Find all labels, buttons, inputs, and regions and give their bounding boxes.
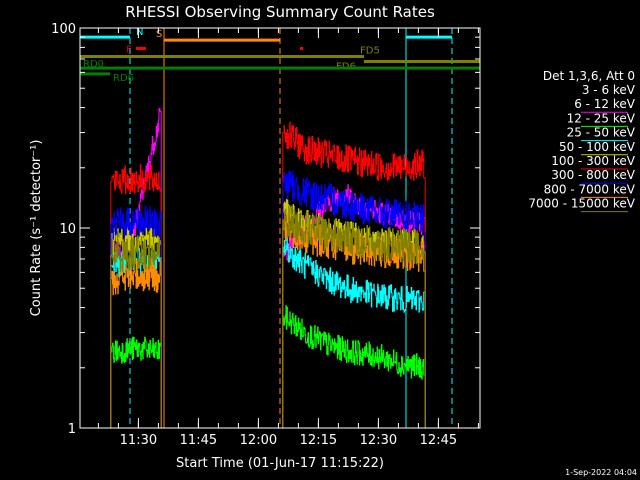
x-axis-label: Start Time (01-Jun-17 11:15:22) <box>176 456 384 471</box>
series-line-50-100-kev-a <box>110 223 162 428</box>
legend-label-7000-15000-kev: 7000 - 15000 keV <box>528 197 635 211</box>
y-tick-label-1: 1 <box>68 422 76 437</box>
series-line-300-800-kev-b <box>282 170 426 428</box>
y-tick-label-10: 10 <box>59 222 76 237</box>
axes: 1 10 100 11:30 11:45 12:00 12:15 12:30 12:45 <box>51 22 480 448</box>
x-tick-label-12-00: 12:00 <box>240 433 277 448</box>
x-tick-label-11-45: 11:45 <box>180 433 217 448</box>
x-tick-label-12-45: 12:45 <box>420 433 457 448</box>
flag-label-f: F <box>126 44 132 55</box>
x-tick-label-11-30: 11:30 <box>120 433 157 448</box>
series-line-7000-15000-kev-b <box>282 205 426 428</box>
legend-label-300-800-kev: 300 - 800 keV <box>551 168 635 182</box>
flag-label-rd6: RD6 <box>113 73 134 84</box>
legend-title: Det 1,3,6, Att 0 <box>543 69 635 83</box>
flag-label-s: S <box>156 29 162 40</box>
legend-label-100-300-kev: 100 - 300 keV <box>551 154 635 168</box>
timestamp: 1-Sep-2022 04:04 <box>565 468 637 477</box>
series-line-300-800-kev-a <box>110 205 162 428</box>
flag-label-fd5: FD5 <box>360 46 380 57</box>
legend-label-50-100-kev: 50 - 100 keV <box>559 140 636 154</box>
chart-title: RHESSI Observing Summary Count Rates <box>125 3 435 21</box>
y-axis-label: Count Rate (s⁻¹ detector⁻¹) <box>29 140 44 317</box>
flag-label-rd0: RD0 <box>83 59 104 70</box>
flag-label-n: N <box>136 27 143 38</box>
series-line-25-50-kev-b <box>282 237 426 428</box>
plot-area: NSFFD5FD6RD0RD6 <box>79 27 480 428</box>
series-line-12-25-kev-b <box>282 305 426 428</box>
series-line-800-7000-kev-a <box>110 259 162 428</box>
x-tick-label-12-30: 12:30 <box>360 433 397 448</box>
y-tick-label-100: 100 <box>51 22 76 37</box>
series-line-7000-15000-kev-a <box>110 235 162 428</box>
series-line-12-25-kev-a <box>110 336 162 428</box>
series-line-100-300-kev-a <box>110 164 162 428</box>
legend-label-25-50-kev: 25 - 50 keV <box>567 126 636 140</box>
series-line-800-7000-kev-b <box>282 213 426 428</box>
legend-label-6-12-kev: 6 - 12 keV <box>574 97 636 111</box>
legend-label-12-25-kev: 12 - 25 keV <box>567 111 636 125</box>
legend-label-800-7000-kev: 800 - 7000 keV <box>544 182 636 196</box>
legend-label-3-6-kev: 3 - 6 keV <box>582 83 636 97</box>
x-tick-label-12-15: 12:15 <box>300 433 337 448</box>
series-line-100-300-kev-b <box>282 121 426 428</box>
